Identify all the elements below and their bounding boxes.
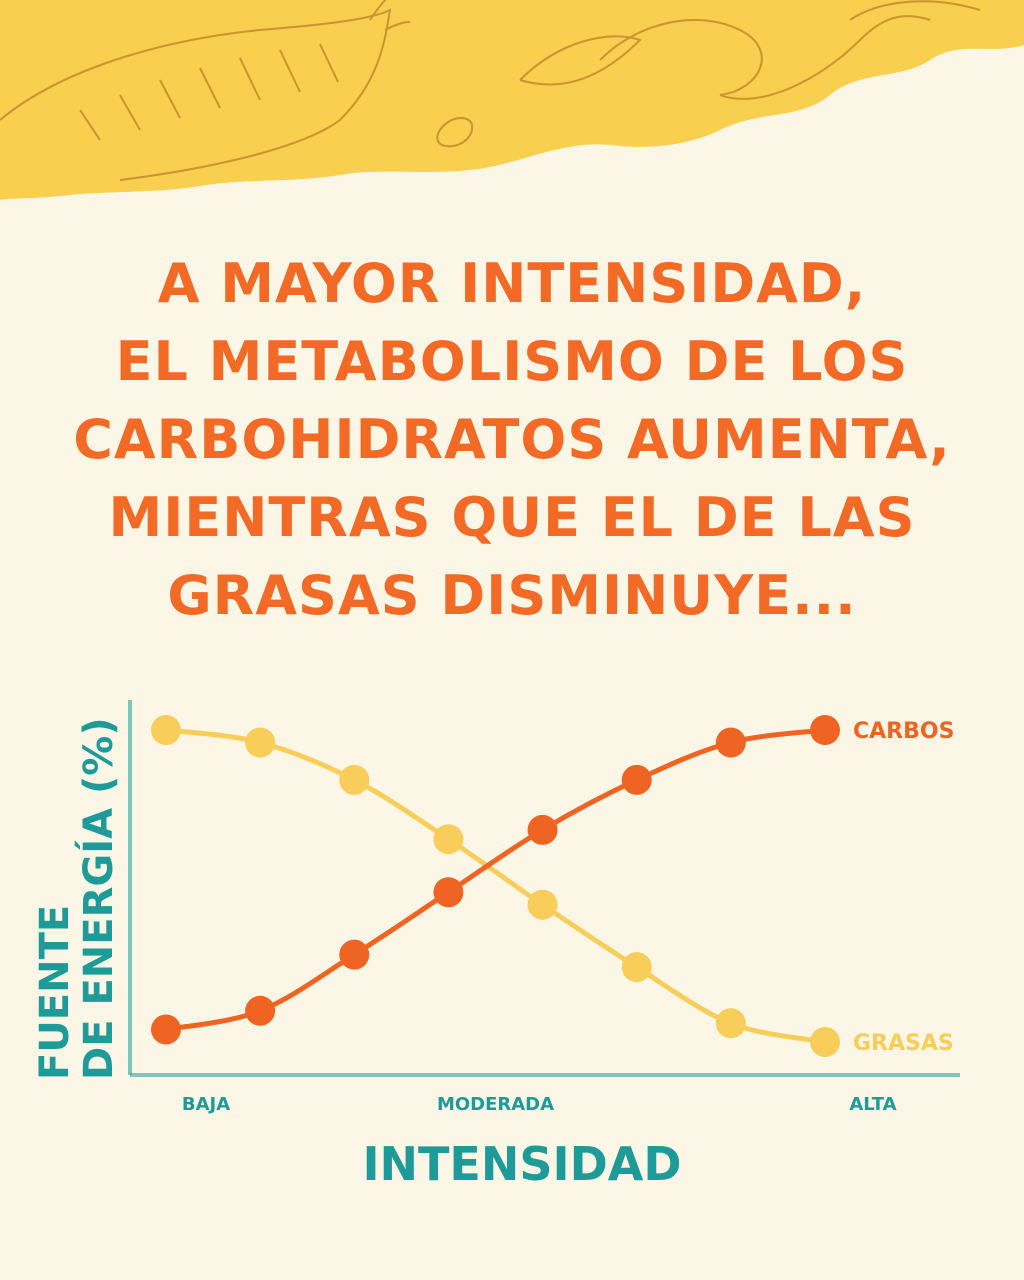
flower-sketch-icon (599, 15, 931, 100)
y-axis-title-line: FUENTE (32, 905, 78, 1080)
carbos-line (163, 727, 828, 1033)
grasas-point (151, 715, 181, 745)
chart-series (151, 715, 840, 1057)
x-tick-label: BAJA (182, 1094, 230, 1115)
x-tick-label: ALTA (849, 1094, 896, 1115)
headline-line: EL METABOLISMO DE LOS (115, 330, 909, 393)
carbos-point (433, 877, 464, 908)
grasas-point (339, 764, 370, 795)
grasas-point (715, 1008, 746, 1039)
carbos-point (810, 715, 840, 745)
yellow-torn-banner (0, 0, 1024, 200)
grasas-point (810, 1027, 840, 1057)
headline: A MAYOR INTENSIDAD, EL METABOLISMO DE LO… (40, 245, 984, 635)
grasas-point (245, 727, 276, 758)
headline-line: CARBOHIDRATOS AUMENTA, (73, 408, 951, 471)
carbos-point (715, 727, 746, 758)
carbos-point (245, 995, 276, 1026)
y-axis-title-line: DE ENERGÍA (%) (74, 717, 122, 1080)
grasas-line (163, 727, 828, 1045)
headline-line: GRASAS DISMINUYE... (167, 564, 857, 627)
grasas-point (621, 952, 652, 983)
carbos-point (339, 939, 370, 970)
x-axis-title: INTENSIDAD (362, 1137, 681, 1191)
engraved-banner (0, 0, 1024, 200)
grasas-point (527, 889, 558, 920)
headline-line: MIENTRAS QUE EL DE LAS (108, 486, 916, 549)
chart-axes (128, 700, 960, 1077)
x-tick-label: MODERADA (437, 1094, 554, 1115)
root-tip-sketch (369, 0, 411, 31)
leaf-sketch-icon (519, 0, 981, 86)
headline-line: A MAYOR INTENSIDAD, (157, 252, 867, 315)
intensity-energy-chart: GRASAS CARBOS BAJA MODERADA ALTA INTENSIDAD FU… (32, 700, 960, 1191)
carbos-point (621, 764, 652, 795)
hatching-lines (79, 43, 339, 141)
carbos-point (151, 1014, 181, 1045)
grasas-series-label: GRASAS (853, 1031, 954, 1056)
root-sketch-icon (0, 8, 392, 181)
carbos-series-label: CARBOS (853, 719, 954, 744)
y-axis-title: FUENTEDE ENERGÍA (%) (32, 717, 122, 1080)
chart-labels: GRASAS CARBOS BAJA MODERADA ALTA INTENSIDAD FU… (32, 717, 954, 1191)
carbos-point (527, 814, 558, 845)
grasas-point (433, 824, 464, 855)
engraving-illustration (0, 0, 981, 181)
seed-sketch-icon (436, 117, 474, 148)
